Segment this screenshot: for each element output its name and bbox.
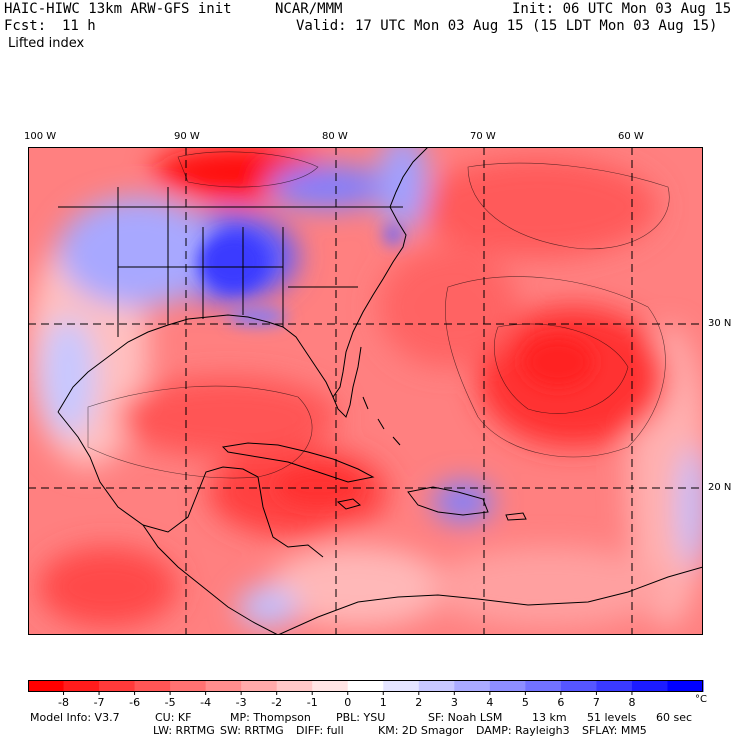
model-info-levels: 51 levels — [587, 711, 637, 724]
model-info-sflay: SFLAY: MM5 — [582, 724, 647, 737]
colorbar-tick-label: -7 — [94, 696, 105, 709]
colorbar-tick-label: -2 — [271, 696, 282, 709]
lon-label-100w: 100 W — [24, 131, 57, 142]
model-info-mp: MP: Thompson — [230, 711, 311, 724]
model-info-timestep: 60 sec — [656, 711, 693, 724]
lifted-index-map — [28, 147, 703, 635]
model-info-lw: LW: RRTMG — [153, 724, 215, 737]
lon-label-70w: 70 W — [470, 131, 496, 142]
forecast-label: Fcst: — [4, 18, 47, 34]
colorbar-tick-label: -1 — [307, 696, 318, 709]
colorbar-swatch — [241, 680, 278, 692]
colorbar-swatch — [454, 680, 491, 692]
colorbar-tick-label: 5 — [522, 696, 529, 709]
colorbar-tick-label: -3 — [236, 696, 247, 709]
colorbar-tick-label: -4 — [200, 696, 211, 709]
field-name: Lifted index — [8, 36, 85, 51]
model-info-sw: SW: RRTMG — [220, 724, 284, 737]
colorbar-swatch — [489, 680, 526, 692]
colorbar-swatch — [276, 680, 313, 692]
org-label: NCAR/MMM — [275, 1, 343, 17]
model-info-damp: DAMP: Rayleigh3 — [476, 724, 570, 737]
lat-label-20n: 20 N — [708, 482, 732, 493]
colorbar-ticks: -8 -7 -6 -5 -4 -3 -2 -1 0 1 2 3 4 5 6 7 8 — [58, 692, 635, 709]
model-info-cu: CU: KF — [155, 711, 192, 724]
model-info-diff: DIFF: full — [296, 724, 344, 737]
colorbar-swatch — [63, 680, 100, 692]
colorbar-swatch — [170, 680, 207, 692]
colorbar-tick-label: 3 — [451, 696, 458, 709]
colorbar-tick-label: 6 — [557, 696, 564, 709]
colorbar-swatch — [667, 680, 704, 692]
colorbar-swatch — [418, 680, 455, 692]
forecast-hours: 11 h — [62, 18, 96, 34]
latlon-grid — [28, 147, 703, 635]
colorbar-swatch — [28, 680, 65, 692]
colorbar-swatches — [28, 680, 704, 692]
coastlines — [57, 147, 703, 635]
field-detail — [198, 225, 593, 505]
colorbar-tick-label: -5 — [165, 696, 176, 709]
colorbar-tick-label: 7 — [593, 696, 600, 709]
contours — [87, 151, 670, 479]
model-info-sf: SF: Noah LSM — [428, 711, 503, 724]
colorbar-swatch — [134, 680, 171, 692]
colorbar-swatch — [205, 680, 242, 692]
colorbar-swatch — [596, 680, 633, 692]
model-title: HAIC-HIWC 13km ARW-GFS init — [4, 1, 232, 17]
lon-label-60w: 60 W — [618, 131, 644, 142]
colorbar-tick-label: 8 — [628, 696, 635, 709]
colorbar-swatch — [312, 680, 349, 692]
lat-label-30n: 30 N — [708, 318, 732, 329]
colorbar-tick-label: -8 — [58, 696, 69, 709]
colorbar-swatch — [560, 680, 597, 692]
colorbar-tick-label: 1 — [380, 696, 387, 709]
init-time: Init: 06 UTC Mon 03 Aug 15 — [512, 1, 732, 17]
colorbar: -8 -7 -6 -5 -4 -3 -2 -1 0 1 2 3 4 5 6 7 8 — [28, 680, 704, 709]
colorbar-unit: °C — [695, 694, 707, 705]
colorbar-tick-label: -6 — [129, 696, 140, 709]
model-info-resolution: 13 km — [532, 711, 567, 724]
map-frame — [28, 147, 703, 635]
colorbar-tick-label: 2 — [415, 696, 422, 709]
model-info-km: KM: 2D Smagor — [378, 724, 464, 737]
model-info-pbl: PBL: YSU — [336, 711, 386, 724]
colorbar-tick-label: 0 — [344, 696, 351, 709]
lon-label-80w: 80 W — [322, 131, 348, 142]
lon-label-90w: 90 W — [174, 131, 200, 142]
colorbar-swatch — [525, 680, 562, 692]
colorbar-swatch — [631, 680, 668, 692]
colorbar-frame — [28, 680, 703, 692]
valid-time: Valid: 17 UTC Mon 03 Aug 15 (15 LDT Mon … — [296, 18, 718, 34]
colorbar-swatch — [347, 680, 384, 692]
colorbar-swatch — [383, 680, 420, 692]
colorbar-swatch — [99, 680, 136, 692]
model-info-version: Model Info: V3.7 — [30, 711, 120, 724]
colorbar-tick-label: 4 — [486, 696, 493, 709]
